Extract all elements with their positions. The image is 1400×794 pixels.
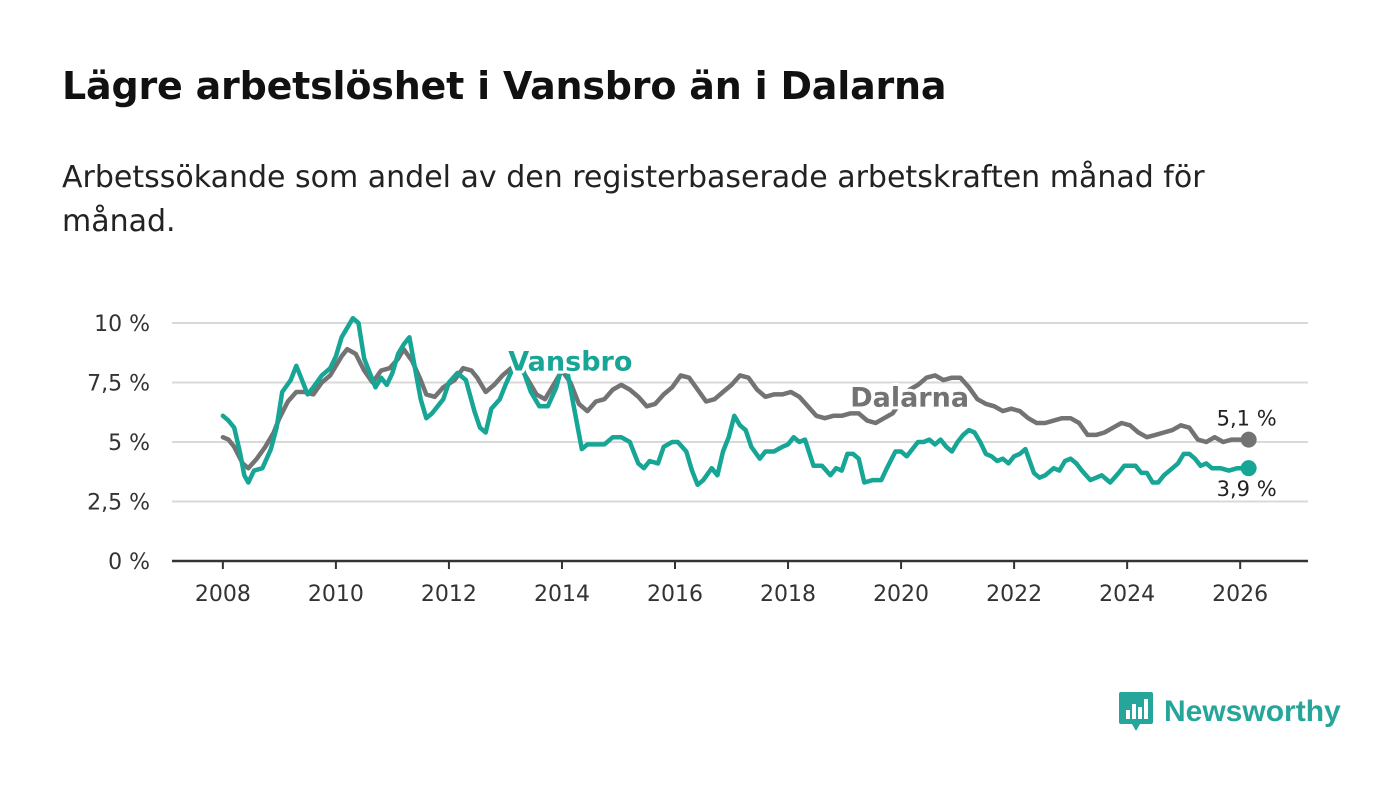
x-tick-label: 2022 <box>986 582 1042 607</box>
newsworthy-logo-icon <box>1119 692 1153 731</box>
axes: 0 % 2,5 % 5 % 7,5 % 10 % 2008 2010 2012 2014 2016… <box>87 312 1308 607</box>
x-tick-label: 2012 <box>421 582 477 607</box>
series-line-dalarna <box>220 346 1251 471</box>
series-label-dalarna: Dalarna <box>850 382 969 413</box>
chart-title: Lägre arbetslöshet i Vansbro än i Dalarn… <box>62 64 947 108</box>
end-point-dalarna <box>1240 431 1257 448</box>
x-tick-label: 2008 <box>195 582 251 607</box>
series-labels: Dalarna Vansbro 5,1 % 3,9 % <box>505 344 1278 504</box>
y-tick-label: 5 % <box>108 431 150 456</box>
x-tick-label: 2026 <box>1212 582 1268 607</box>
series-lines <box>220 315 1257 488</box>
newsworthy-logo: Newsworthy <box>1118 690 1341 734</box>
x-tick-label: 2020 <box>873 582 929 607</box>
y-tick-label: 2,5 % <box>87 491 150 516</box>
end-label-dalarna: 5,1 % <box>1217 407 1277 431</box>
x-tick-label: 2016 <box>647 582 703 607</box>
series-label-vansbro: Vansbro <box>508 347 632 378</box>
end-point-vansbro <box>1240 460 1257 477</box>
series-line-vansbro <box>220 315 1251 488</box>
x-tick-label: 2014 <box>534 582 590 607</box>
y-tick-label: 0 % <box>108 550 150 575</box>
end-label-vansbro: 3,9 % <box>1217 477 1277 501</box>
x-tick-label: 2024 <box>1099 582 1155 607</box>
grid-lines <box>172 322 1308 503</box>
y-tick-label: 10 % <box>94 312 150 337</box>
newsworthy-logo-text: Newsworthy <box>1164 695 1341 728</box>
x-tick-label: 2010 <box>308 582 364 607</box>
chart-subtitle: Arbetssökande som andel av den registerb… <box>62 160 1205 239</box>
y-tick-label: 7,5 % <box>87 372 150 397</box>
x-tick-label: 2018 <box>760 582 816 607</box>
